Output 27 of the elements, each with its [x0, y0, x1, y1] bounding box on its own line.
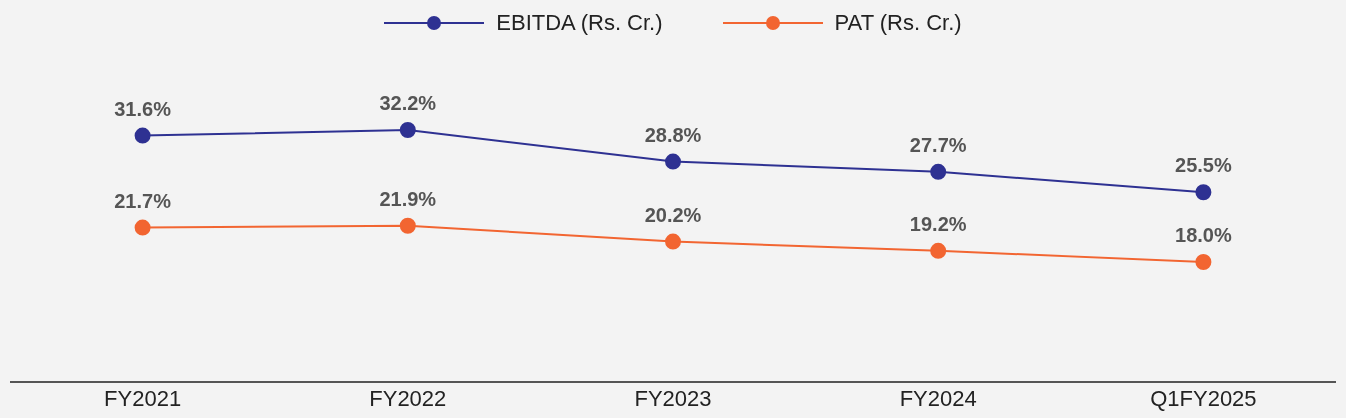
- point: [1195, 254, 1212, 270]
- legend-label: EBITDA (Rs. Cr.): [496, 10, 663, 36]
- x-tick-label: Q1FY2025: [1150, 385, 1257, 411]
- x-tick-label: FY2021: [104, 385, 182, 411]
- data-label: 21.9%: [379, 187, 437, 210]
- data-label: 27.7%: [909, 133, 967, 156]
- data-label: 21.7%: [114, 189, 172, 212]
- data-label: 18.0%: [1175, 224, 1232, 246]
- data-label: 25.5%: [1175, 154, 1232, 177]
- data-label: 32.2%: [379, 92, 437, 114]
- x-tick-label: FY2023: [634, 385, 712, 411]
- data-label: 20.2%: [644, 203, 702, 226]
- data-label: 31.6%: [114, 97, 172, 120]
- point: [134, 219, 151, 236]
- data-label: 19.2%: [909, 212, 967, 235]
- point: [930, 163, 947, 180]
- point: [399, 122, 416, 138]
- legend-label: PAT (Rs. Cr.): [834, 10, 962, 36]
- data-label: 28.8%: [644, 123, 702, 146]
- point: [1195, 184, 1212, 201]
- point: [930, 242, 947, 259]
- point: [399, 217, 416, 234]
- x-tick-label: FY2022: [369, 385, 447, 411]
- point: [665, 153, 681, 170]
- point: [134, 127, 151, 144]
- x-tick-label: FY2024: [899, 385, 977, 411]
- point: [665, 233, 681, 250]
